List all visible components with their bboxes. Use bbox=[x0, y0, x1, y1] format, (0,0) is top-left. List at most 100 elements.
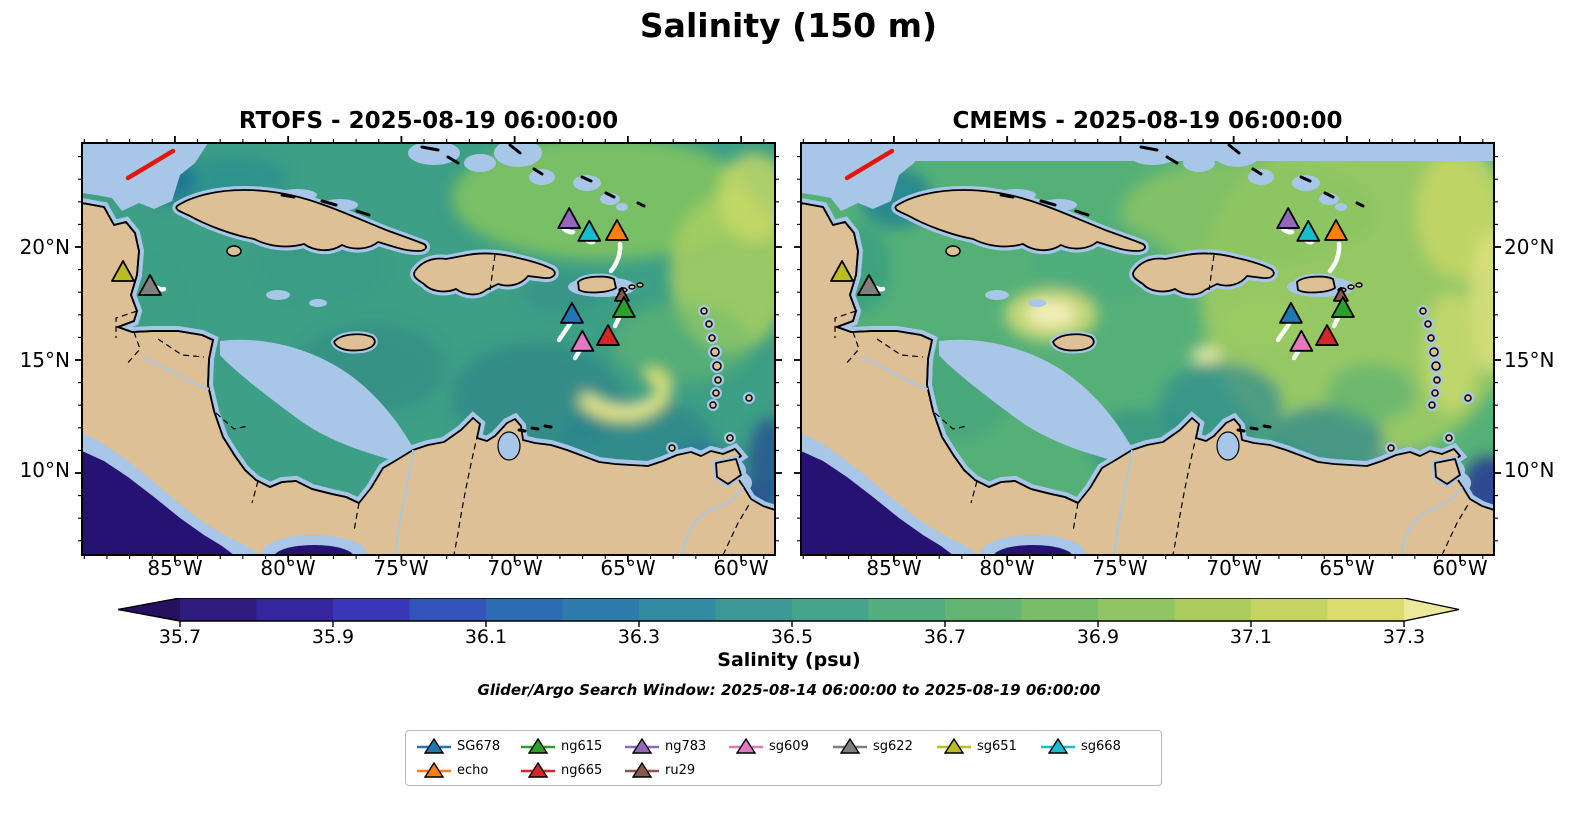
colorbar bbox=[117, 597, 1460, 628]
lake-maracaibo bbox=[1216, 431, 1240, 461]
map-cmems bbox=[794, 136, 1501, 562]
glider-marker-ng783 bbox=[1276, 207, 1301, 229]
legend-marker-icon bbox=[729, 737, 763, 754]
colorbar-tick-label: 36.1 bbox=[464, 626, 508, 648]
glider-marker-sg668 bbox=[577, 219, 602, 242]
glider-marker-ng615 bbox=[612, 296, 636, 318]
glider-marker-ng665 bbox=[1315, 324, 1339, 346]
legend-item-ng615: ng615 bbox=[520, 734, 624, 758]
legend-label: sg609 bbox=[769, 738, 809, 754]
legend-item-sg668: sg668 bbox=[1040, 734, 1144, 758]
map-rtofs-svg bbox=[75, 136, 782, 562]
legend-marker-icon bbox=[417, 761, 451, 778]
search-window-note: Glider/Argo Search Window: 2025-08-14 06… bbox=[477, 681, 1101, 699]
legend-marker-icon bbox=[417, 737, 451, 754]
y-tick-label: 15°N bbox=[19, 348, 70, 372]
y-tick-label: 10°N bbox=[1504, 458, 1555, 482]
shallow-banks bbox=[801, 143, 1494, 499]
glider-marker-sg622 bbox=[857, 274, 881, 296]
legend-label: echo bbox=[457, 762, 489, 778]
legend-label: ru29 bbox=[665, 762, 696, 778]
glider-marker-sg668 bbox=[1296, 219, 1321, 242]
legend-label: ng615 bbox=[561, 738, 603, 754]
glider-marker-SG678 bbox=[560, 301, 584, 324]
country-borders bbox=[115, 254, 751, 555]
x-tick-label: 80°W bbox=[260, 556, 316, 580]
rivers bbox=[860, 356, 1463, 555]
legend-marker-icon bbox=[625, 761, 659, 778]
legend-label: sg622 bbox=[873, 738, 913, 754]
x-tick-label: 75°W bbox=[373, 556, 429, 580]
legend-marker-icon bbox=[625, 737, 659, 754]
lake-maracaibo bbox=[497, 431, 521, 461]
legend-marker-icon bbox=[833, 737, 867, 754]
map-content bbox=[82, 143, 775, 555]
map-rtofs bbox=[75, 136, 782, 562]
legend-item-SG678: SG678 bbox=[416, 734, 520, 758]
map-cmems-svg bbox=[794, 136, 1501, 562]
glider-marker-sg651 bbox=[111, 260, 135, 282]
x-tick-label: 65°W bbox=[600, 556, 656, 580]
land-layer bbox=[82, 143, 775, 555]
legend-item-ru29: ru29 bbox=[624, 758, 728, 782]
x-tick-label: 85°W bbox=[147, 556, 203, 580]
legend-label: ng665 bbox=[561, 762, 603, 778]
glider-marker-ng665 bbox=[596, 324, 620, 346]
axis-ticks bbox=[794, 136, 1501, 562]
shallow-banks bbox=[82, 143, 752, 499]
colorbar-tick-label: 35.7 bbox=[158, 626, 202, 648]
legend-item-sg622: sg622 bbox=[832, 734, 936, 758]
land-layer bbox=[801, 143, 1494, 555]
colorbar-tick-label: 36.5 bbox=[770, 626, 814, 648]
y-tick-label: 20°N bbox=[19, 235, 70, 259]
legend-empty-cell bbox=[832, 758, 936, 782]
legend-marker-icon bbox=[521, 737, 555, 754]
legend-item-echo: echo bbox=[416, 758, 520, 782]
x-tick-label: 80°W bbox=[979, 556, 1035, 580]
glider-marker-sg622 bbox=[138, 274, 162, 296]
map-frame bbox=[81, 142, 776, 556]
legend-label: SG678 bbox=[457, 738, 501, 754]
legend-empty-cell bbox=[936, 758, 1040, 782]
country-borders bbox=[834, 254, 1470, 555]
legend-marker-icon bbox=[521, 761, 555, 778]
colorbar-tick-label: 35.9 bbox=[311, 626, 355, 648]
glider-markers bbox=[830, 207, 1355, 352]
map-frame bbox=[800, 142, 1495, 556]
y-tick-label: 10°N bbox=[19, 458, 70, 482]
glider-marker-sg651 bbox=[830, 260, 854, 282]
colorbar-tick-label: 37.3 bbox=[1382, 626, 1426, 648]
colorbar-label: Salinity (psu) bbox=[717, 649, 861, 671]
map-title-cmems: CMEMS - 2025-08-19 06:00:00 bbox=[952, 108, 1343, 134]
legend-label: ng783 bbox=[665, 738, 707, 754]
ship-track-line bbox=[844, 148, 895, 181]
legend-empty-cell bbox=[728, 758, 832, 782]
glider-tracks bbox=[155, 226, 623, 361]
legend-item-ng783: ng783 bbox=[624, 734, 728, 758]
colorbar-tick-label: 37.1 bbox=[1229, 626, 1273, 648]
x-tick-label: 85°W bbox=[866, 556, 922, 580]
glider-marker-sg609 bbox=[570, 329, 595, 352]
legend-item-sg609: sg609 bbox=[728, 734, 832, 758]
legend-empty-cell bbox=[1040, 758, 1144, 782]
y-tick-label: 20°N bbox=[1504, 235, 1555, 259]
colorbar-tick-label: 36.9 bbox=[1076, 626, 1120, 648]
glider-marker-echo bbox=[1324, 219, 1348, 241]
x-tick-label: 60°W bbox=[1432, 556, 1488, 580]
legend-item-ng665: ng665 bbox=[520, 758, 624, 782]
glider-marker-ng615 bbox=[1331, 296, 1355, 318]
figure-title: Salinity (150 m) bbox=[639, 6, 938, 45]
glider-marker-SG678 bbox=[1279, 301, 1303, 324]
glider-marker-sg609 bbox=[1289, 329, 1314, 352]
ship-track-line bbox=[125, 148, 176, 181]
glider-marker-ng783 bbox=[557, 207, 582, 229]
map-content bbox=[801, 143, 1494, 555]
x-tick-label: 70°W bbox=[1206, 556, 1262, 580]
legend-label: sg651 bbox=[977, 738, 1017, 754]
legend-label: sg668 bbox=[1081, 738, 1121, 754]
legend-marker-icon bbox=[1041, 737, 1075, 754]
colorbar-svg bbox=[117, 597, 1460, 627]
legend-item-sg651: sg651 bbox=[936, 734, 1040, 758]
glider-markers bbox=[111, 207, 636, 352]
